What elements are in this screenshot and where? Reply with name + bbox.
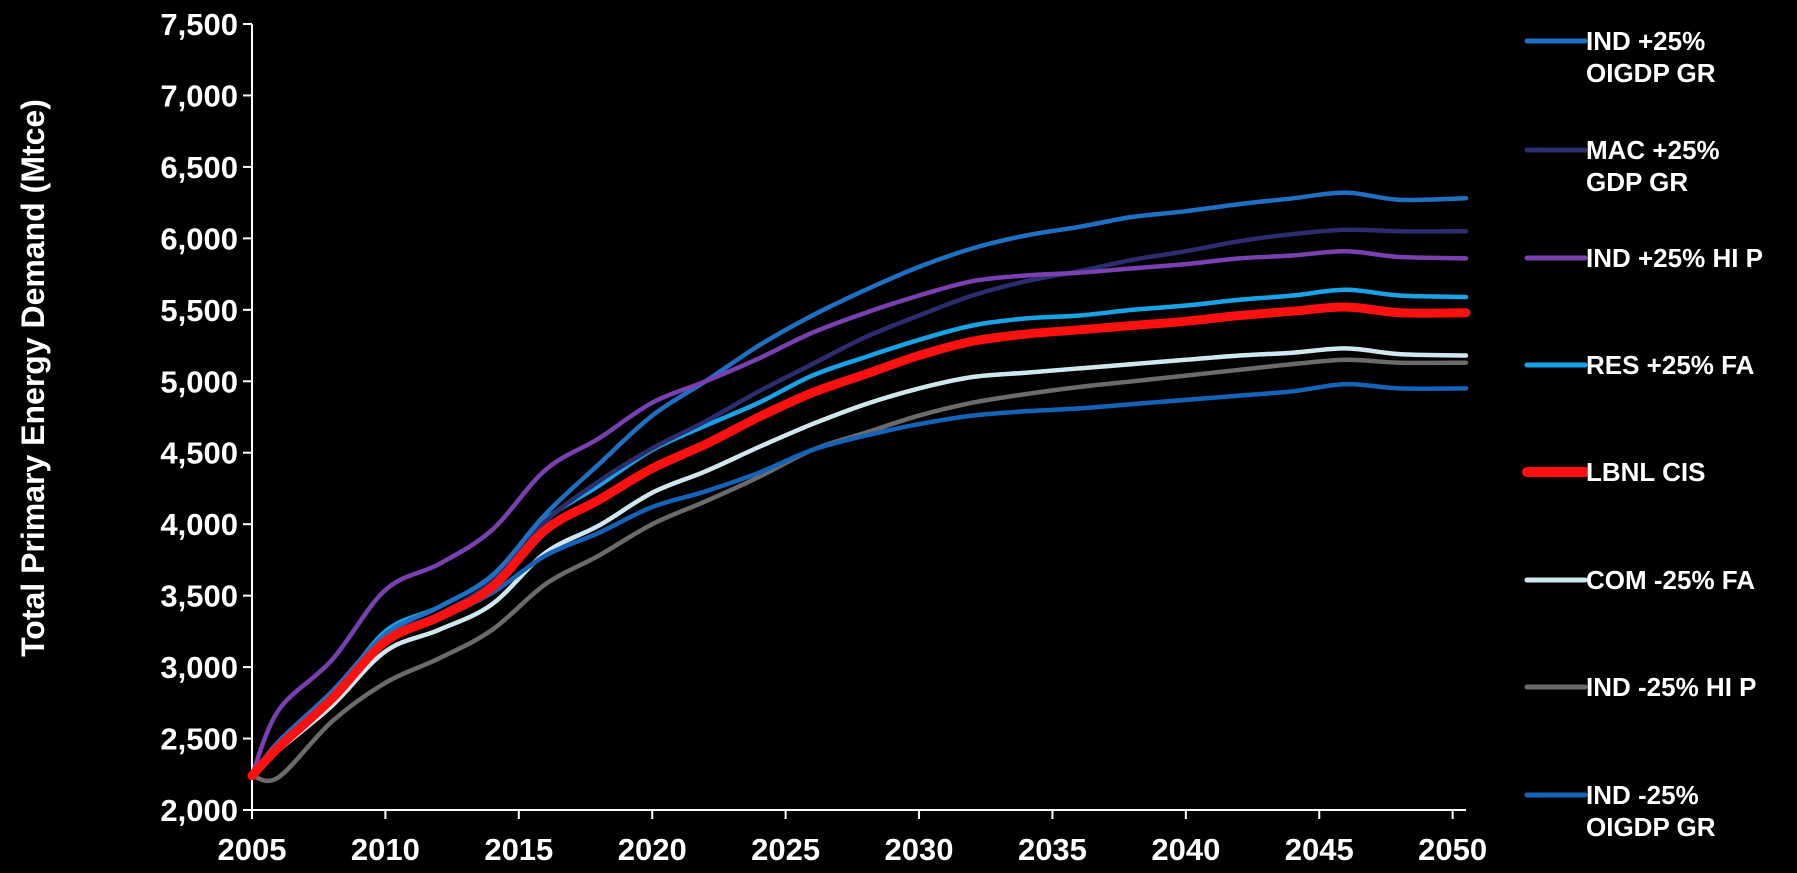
- chart-tick-labels: 2,000 2,500 3,000 3,500 4,000 4,500 5,000 5,500…: [160, 7, 1487, 867]
- legend-label: IND -25% HI P: [1586, 672, 1757, 702]
- legend-label: COM -25% FA: [1586, 565, 1755, 595]
- y-tick-label: 3,500: [160, 579, 238, 614]
- x-tick-label: 2050: [1418, 832, 1487, 867]
- y-tick-label: 2,000: [160, 793, 238, 828]
- y-tick-label: 4,500: [160, 436, 238, 471]
- x-tick-label: 2005: [218, 832, 287, 867]
- series-line-ind-25-hi-p: [249, 248, 1469, 778]
- y-tick-label: 3,000: [160, 650, 238, 685]
- y-tick-label: 6,500: [160, 150, 238, 185]
- legend-entry: IND -25% OIGDP GR: [1524, 780, 1716, 842]
- legend-entry: RES +25% FA: [1524, 350, 1755, 380]
- legend-label: LBNL CIS: [1586, 457, 1705, 487]
- y-tick-label: 4,000: [160, 507, 238, 542]
- x-tick-label: 2030: [885, 832, 954, 867]
- y-axis-label: Total Primary Energy Demand (Mtce): [15, 99, 51, 657]
- chart-axes: [243, 23, 1466, 819]
- y-tick-label: 5,500: [160, 293, 238, 328]
- legend-entry: COM -25% FA: [1524, 565, 1755, 595]
- y-tick-label: 7,500: [160, 7, 238, 42]
- legend-label: IND +25% OIGDP GR: [1586, 26, 1716, 88]
- chart-legend: IND +25% OIGDP GR MAC +25% GDP GR IND +25% H…: [1522, 26, 1763, 842]
- legend-entry: IND -25% HI P: [1524, 672, 1757, 702]
- series-line-ind-25-oigdp-gr: [249, 190, 1469, 778]
- x-tick-label: 2010: [351, 832, 420, 867]
- y-tick-label: 2,500: [160, 722, 238, 757]
- x-tick-label: 2025: [751, 832, 820, 867]
- x-tick-label: 2020: [618, 832, 687, 867]
- y-tick-label: 7,000: [160, 78, 238, 113]
- legend-entry: IND +25% OIGDP GR: [1524, 26, 1716, 88]
- legend-label: IND +25% HI P: [1586, 243, 1763, 273]
- series-line-com-25-fa: [249, 346, 1469, 778]
- x-tick-label: 2015: [484, 832, 553, 867]
- x-tick-label: 2045: [1285, 832, 1354, 867]
- legend-label: IND -25% OIGDP GR: [1586, 780, 1716, 842]
- x-tick-label: 2035: [1018, 832, 1087, 867]
- legend-entry: MAC +25% GDP GR: [1524, 135, 1720, 197]
- legend-entry: IND +25% HI P: [1524, 243, 1763, 273]
- x-tick-label: 2040: [1151, 832, 1220, 867]
- series-line-res-25-fa: [249, 287, 1469, 778]
- y-tick-label: 5,000: [160, 364, 238, 399]
- series-line-lbnl-cis: [247, 302, 1471, 781]
- legend-label: RES +25% FA: [1586, 350, 1755, 380]
- legend-entry: LBNL CIS: [1522, 457, 1705, 487]
- chart-series-lines: [247, 190, 1471, 783]
- y-tick-label: 6,000: [160, 221, 238, 256]
- series-line-ind-25-oigdp-gr: [249, 381, 1469, 778]
- series-line-ind-25-hi-p: [249, 357, 1469, 783]
- legend-label: MAC +25% GDP GR: [1586, 135, 1720, 197]
